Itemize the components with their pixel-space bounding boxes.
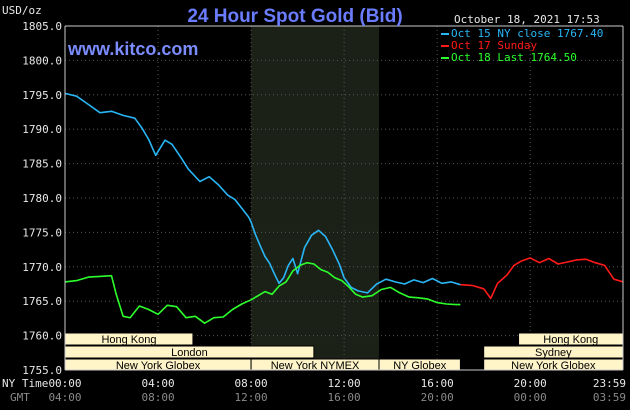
y-tick-label: 1785.0 — [22, 158, 62, 171]
legend-entry: Oct 18 Last 1764.50 — [451, 51, 577, 64]
x-tick-label-gmt: 16:00 — [328, 391, 361, 404]
legend-entry: Oct 15 NY close 1767.40 — [451, 27, 603, 40]
series-line — [460, 257, 624, 300]
x-tick-label-gmt: 12:00 — [235, 391, 268, 404]
chart-title: 24 Hour Spot Gold (Bid) — [187, 6, 402, 27]
y-tick-label: 1800.0 — [22, 54, 62, 67]
x-axis-label-gmt: GMT — [10, 391, 30, 404]
y-tick-label: 1755.0 — [22, 364, 62, 377]
x-axis-label-ny: NY Time — [2, 377, 48, 390]
x-tick-label-ny: 08:00 — [235, 377, 268, 390]
y-tick-label: 1795.0 — [22, 89, 62, 102]
session-label: NY Globex — [393, 360, 446, 372]
x-tick-label-gmt: 20:00 — [421, 391, 454, 404]
series-line — [64, 261, 461, 325]
x-tick-label-ny: 23:59 — [593, 377, 626, 390]
x-tick-label-gmt: 00:00 — [514, 391, 547, 404]
x-tick-label-ny: 00:00 — [48, 377, 81, 390]
y-axis-label: USD/oz — [2, 4, 42, 17]
x-tick-label-gmt: 04:00 — [48, 391, 81, 404]
session-band — [378, 358, 461, 372]
series-line — [64, 92, 461, 294]
timestamp: October 18, 2021 17:53 — [454, 13, 600, 26]
y-tick-label: 1760.0 — [22, 330, 62, 343]
x-tick-label-gmt: 03:59 — [593, 391, 626, 404]
session-label: Hong Kong — [543, 334, 598, 346]
session-label: New York Globex — [511, 360, 596, 372]
y-tick-label: 1770.0 — [22, 261, 62, 274]
highlight-region — [251, 26, 380, 370]
y-tick-label: 1775.0 — [22, 226, 62, 239]
x-tick-label-ny: 04:00 — [141, 377, 174, 390]
x-tick-label-ny: 16:00 — [421, 377, 454, 390]
session-label: London — [171, 347, 208, 359]
legend-entry: Oct 17 Sunday — [451, 39, 537, 52]
y-tick-label: 1780.0 — [22, 192, 62, 205]
session-label: Hong Kong — [101, 334, 156, 346]
session-label: Sydney — [535, 347, 572, 359]
site-url: www.kitco.com — [67, 39, 198, 59]
session-label: New York Globex — [116, 360, 201, 372]
x-tick-label-ny: 12:00 — [328, 377, 361, 390]
y-tick-label: 1765.0 — [22, 295, 62, 308]
x-tick-label-gmt: 08:00 — [141, 391, 174, 404]
y-tick-label: 1805.0 — [22, 20, 62, 33]
y-tick-label: 1790.0 — [22, 123, 62, 136]
session-label: New York NYMEX — [271, 360, 360, 372]
x-tick-label-ny: 20:00 — [514, 377, 547, 390]
